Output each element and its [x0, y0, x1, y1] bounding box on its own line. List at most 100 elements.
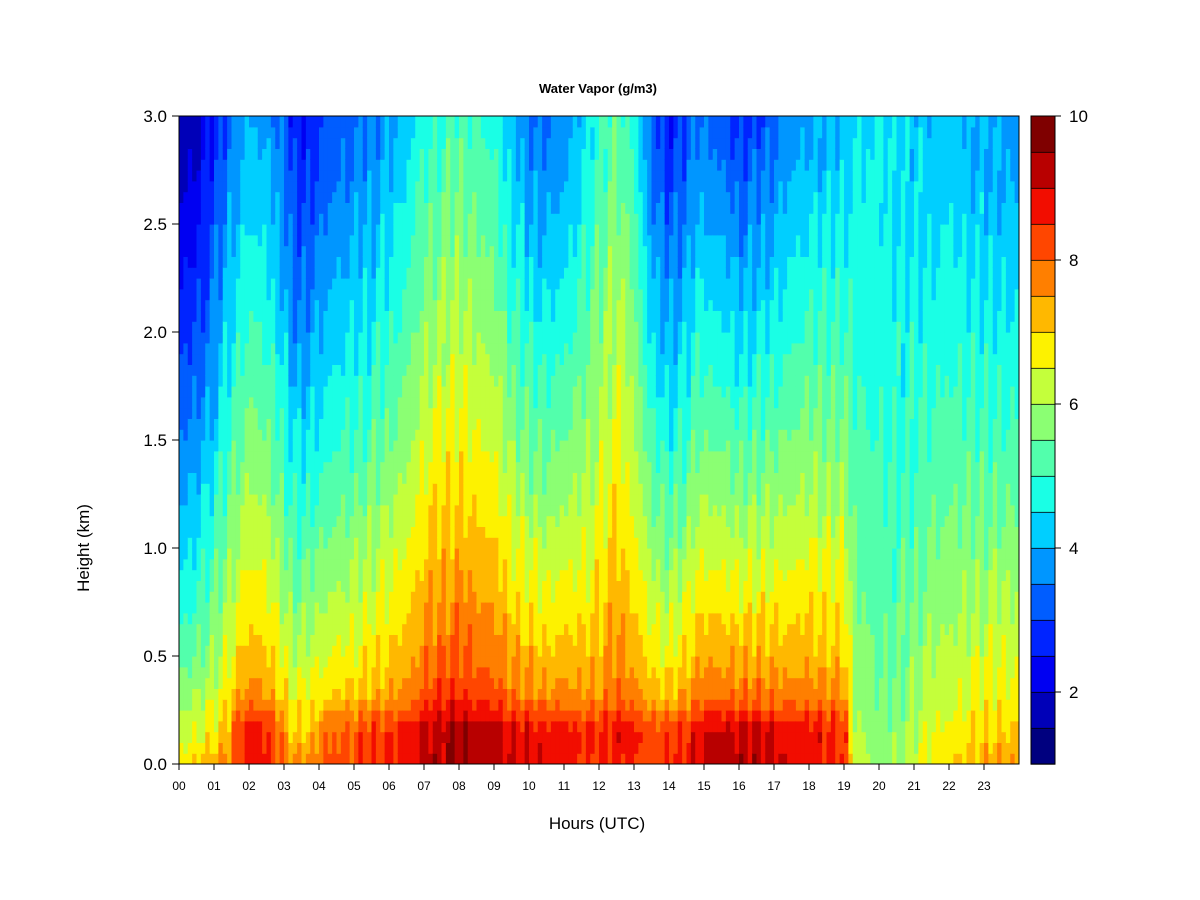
heatmap-cell — [358, 742, 364, 754]
heatmap-cell — [218, 591, 224, 603]
heatmap-cell — [472, 299, 478, 311]
heatmap-cell — [498, 180, 504, 193]
heatmap-cell — [345, 602, 351, 614]
heatmap-cell — [371, 310, 377, 322]
heatmap-cell — [371, 548, 377, 560]
heatmap-cell — [424, 688, 429, 700]
heatmap-cell — [323, 558, 329, 571]
heatmap-cell — [319, 537, 324, 549]
heatmap-cell — [472, 634, 478, 646]
heatmap-cell — [345, 256, 351, 268]
heatmap-cell — [244, 137, 250, 149]
heatmap-cell — [441, 126, 447, 139]
heatmap-cell — [362, 634, 368, 646]
heatmap-cell — [314, 224, 320, 236]
heatmap-cell — [192, 224, 198, 236]
heatmap-cell — [428, 753, 434, 764]
heatmap-cell — [485, 461, 491, 473]
heatmap-cell — [467, 515, 473, 527]
heatmap-cell — [222, 494, 228, 506]
heatmap-cell — [459, 364, 464, 376]
heatmap-cell — [494, 159, 499, 171]
heatmap-cell — [428, 191, 434, 203]
heatmap-cell — [450, 515, 456, 527]
heatmap-cell — [314, 202, 320, 214]
heatmap-cell — [507, 353, 513, 365]
heatmap-cell — [253, 623, 259, 635]
heatmap-cell — [454, 116, 460, 128]
heatmap-cell — [537, 224, 543, 236]
heatmap-cell — [432, 666, 438, 679]
heatmap-cell — [371, 461, 377, 473]
heatmap-cell — [249, 623, 254, 635]
heatmap-cell — [257, 537, 263, 549]
heatmap-cell — [380, 353, 386, 365]
heatmap-cell — [428, 148, 434, 160]
heatmap-cell — [371, 418, 377, 430]
heatmap-cell — [397, 396, 403, 409]
heatmap-cell — [489, 526, 495, 538]
heatmap-cell — [450, 623, 456, 635]
heatmap-cell — [327, 548, 333, 560]
heatmap-cell — [270, 310, 276, 322]
heatmap-cell — [537, 602, 543, 614]
heatmap-cell — [275, 148, 281, 160]
heatmap-cell — [441, 558, 447, 571]
heatmap-cell — [480, 429, 486, 441]
heatmap-cell — [279, 191, 285, 203]
heatmap-cell — [214, 569, 219, 581]
heatmap-cell — [507, 720, 513, 733]
heatmap-cell — [533, 515, 539, 527]
heatmap-cell — [406, 612, 412, 625]
heatmap-cell — [319, 526, 324, 538]
heatmap-cell — [437, 537, 443, 549]
heatmap-cell — [389, 245, 394, 257]
heatmap-cell — [240, 202, 246, 214]
heatmap-cell — [380, 720, 386, 733]
heatmap-cell — [507, 180, 513, 193]
heatmap-cell — [218, 353, 224, 365]
heatmap-cell — [393, 677, 399, 689]
heatmap-cell — [358, 299, 364, 311]
heatmap-cell — [222, 159, 228, 171]
heatmap-cell — [214, 180, 219, 193]
heatmap-cell — [371, 634, 377, 646]
heatmap-cell — [476, 504, 482, 517]
heatmap-cell — [297, 494, 303, 506]
heatmap-cell — [354, 159, 359, 171]
heatmap-cell — [524, 386, 530, 398]
heatmap-cell — [209, 288, 215, 301]
heatmap-cell — [362, 321, 368, 333]
heatmap-cell — [467, 699, 473, 711]
heatmap-cell — [454, 461, 460, 473]
heatmap-cell — [520, 202, 526, 214]
heatmap-cell — [205, 688, 211, 700]
heatmap-cell — [459, 148, 464, 160]
heatmap-cell — [253, 710, 259, 722]
heatmap-cell — [192, 472, 198, 484]
heatmap-cell — [476, 407, 482, 419]
heatmap-cell — [288, 396, 294, 409]
heatmap-cell — [515, 170, 521, 182]
heatmap-cell — [437, 148, 443, 160]
heatmap-cell — [205, 213, 211, 225]
heatmap-cell — [515, 602, 521, 614]
heatmap-cell — [384, 278, 390, 290]
heatmap-cell — [406, 288, 412, 301]
heatmap-cell — [393, 321, 399, 333]
heatmap-cell — [235, 504, 241, 517]
heatmap-cell — [336, 224, 342, 236]
heatmap-cell — [515, 710, 521, 722]
heatmap-cell — [196, 623, 202, 635]
heatmap-cell — [393, 407, 399, 419]
heatmap-cell — [218, 634, 224, 646]
heatmap-cell — [235, 731, 241, 743]
heatmap-cell — [270, 180, 276, 193]
heatmap-cell — [367, 461, 373, 473]
heatmap-cell — [406, 278, 412, 290]
heatmap-cell — [257, 494, 263, 506]
heatmap-cell — [520, 710, 526, 722]
heatmap-cell — [507, 224, 513, 236]
heatmap-cell — [511, 612, 517, 625]
heatmap-cell — [214, 407, 219, 419]
